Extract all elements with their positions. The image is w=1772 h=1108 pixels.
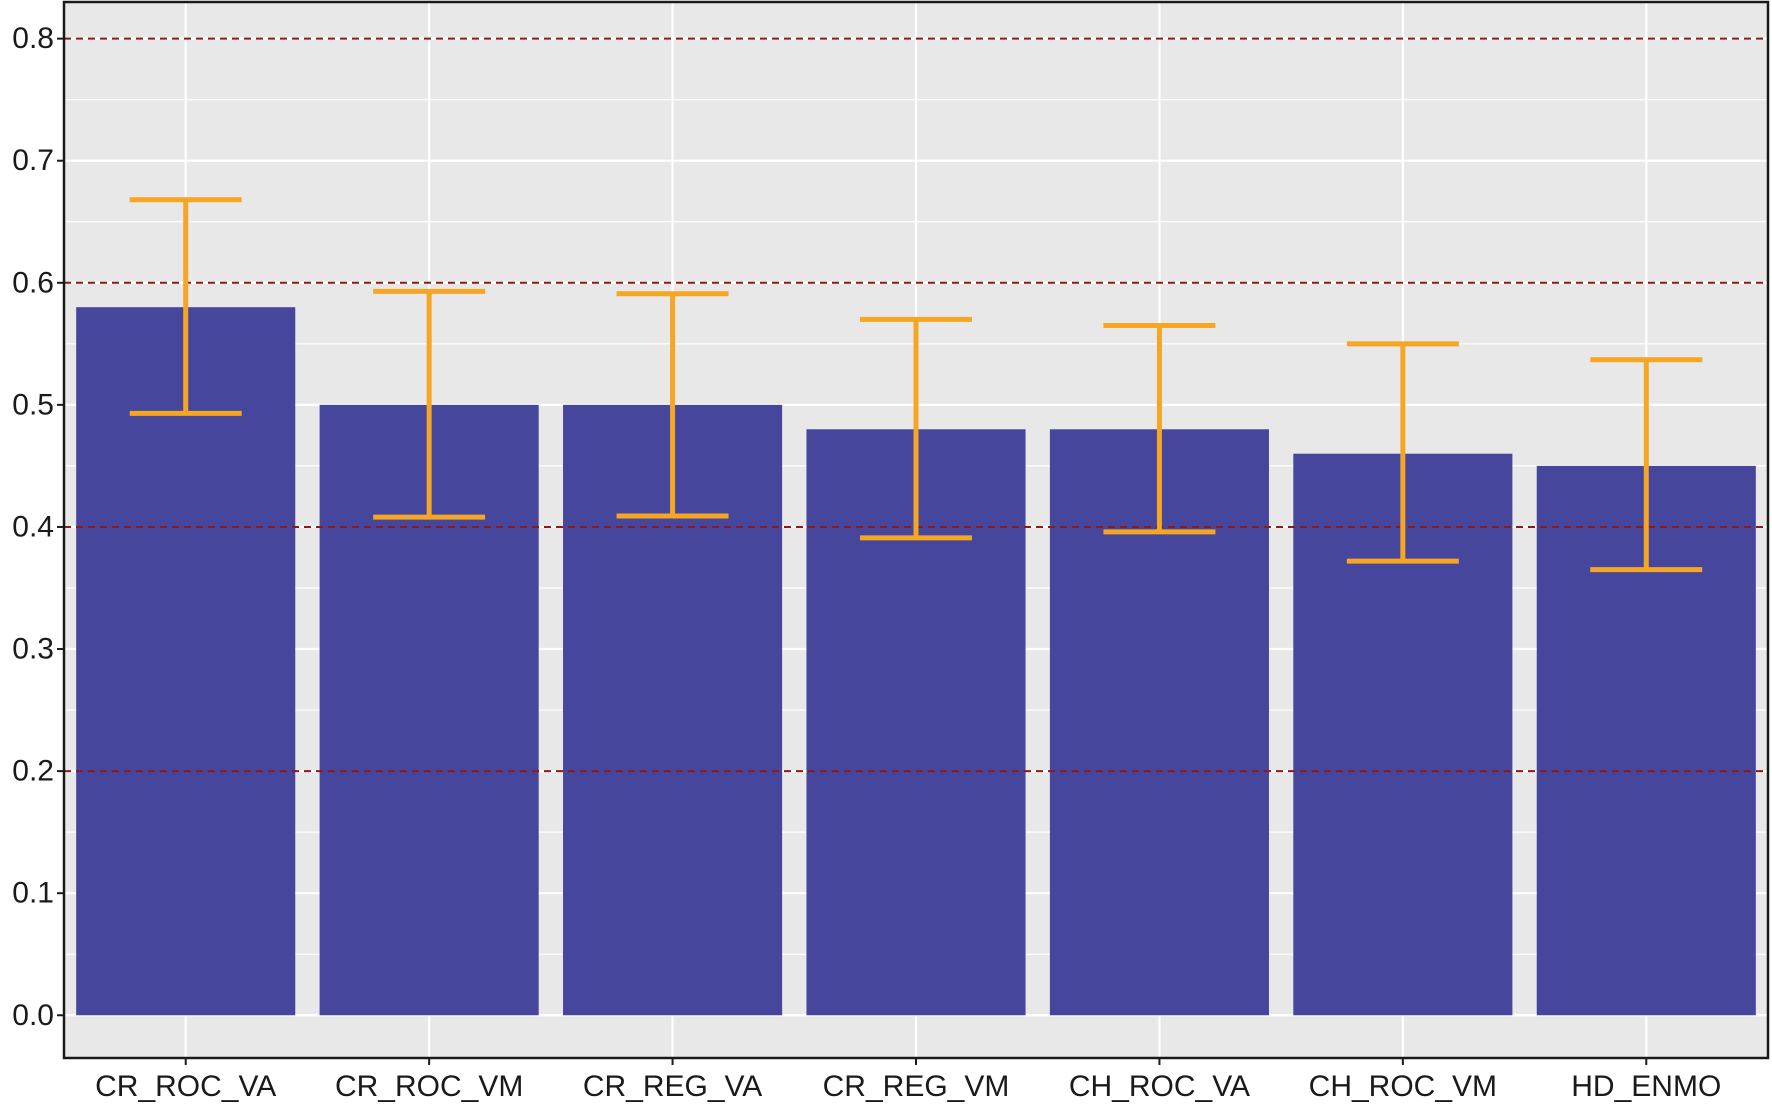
error-bar-CR_REG_VM	[860, 316, 972, 541]
bar-CR_ROC_VA	[76, 307, 296, 1016]
x-axis: CR_ROC_VA CR_ROC_VM CR_REG_VA CR_REG_VM CH_R…	[95, 1058, 1721, 1103]
x-tick-label: CR_ROC_VM	[335, 1070, 523, 1103]
y-tick-label: 0.6	[12, 266, 54, 299]
y-tick-label: 0.3	[12, 633, 54, 666]
y-tick-label: 0.1	[12, 877, 54, 910]
y-tick-label: 0.2	[12, 755, 54, 788]
y-tick-label: 0.8	[12, 22, 54, 55]
error-bar-CR_ROC_VA	[129, 197, 242, 416]
error-bars	[129, 197, 1703, 573]
y-tick-label: 0.0	[12, 999, 54, 1032]
error-bar-HD_ENMO	[1590, 357, 1703, 573]
error-bar-CR_ROC_VM	[373, 288, 486, 520]
x-tick-label: HD_ENMO	[1571, 1070, 1721, 1103]
y-tick-label: 0.5	[12, 388, 54, 421]
x-tick-label: CR_REG_VM	[823, 1070, 1010, 1103]
x-tick-label: CR_ROC_VA	[95, 1070, 276, 1103]
error-bar-CH_ROC_VA	[1103, 323, 1216, 535]
bars	[76, 307, 1756, 1016]
y-tick-label: 0.4	[12, 510, 54, 543]
y-axis: 0.0 0.1 0.2 0.3 0.4 0.5 0.6 0.7 0.8	[12, 22, 64, 1032]
x-tick-label: CH_ROC_VA	[1069, 1070, 1250, 1103]
x-tick-label: CR_REG_VA	[583, 1070, 763, 1103]
y-tick-label: 0.7	[12, 144, 54, 177]
x-tick-label: CH_ROC_VM	[1309, 1070, 1497, 1103]
error-bar-CH_ROC_VM	[1346, 341, 1459, 564]
error-bar-CR_REG_VA	[616, 291, 729, 519]
